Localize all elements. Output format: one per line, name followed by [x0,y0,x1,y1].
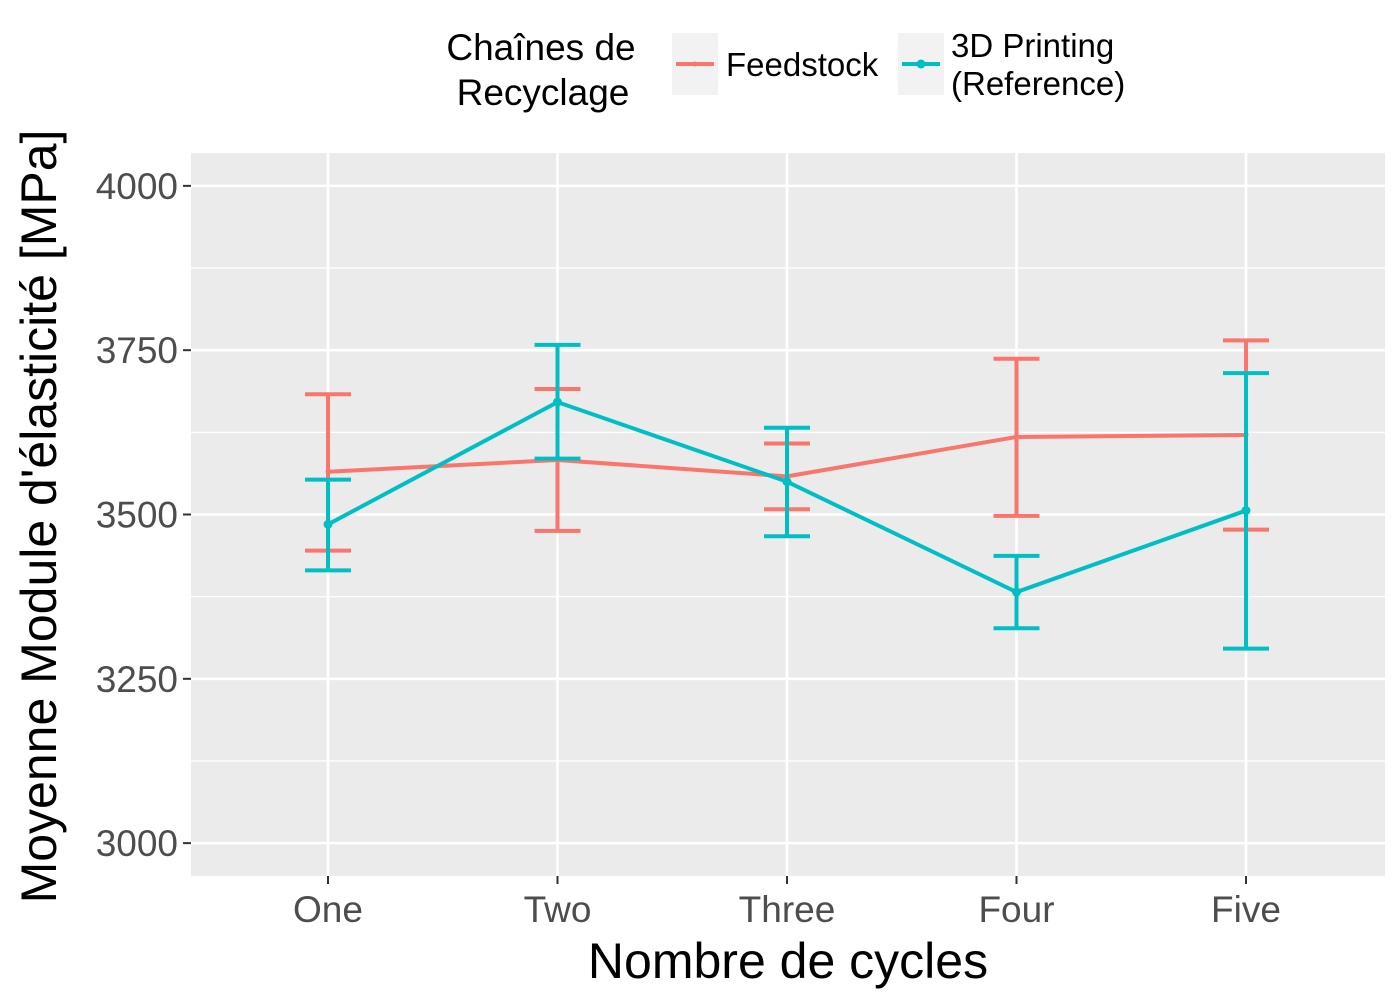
legend-label: 3D Printing [951,27,1114,64]
data-point [553,397,562,407]
legend-label: Feedstock [726,46,879,83]
legend-key-point [916,59,926,69]
y-tick-label: 3500 [96,495,178,536]
data-point [325,469,331,475]
x-tick-label: One [293,889,363,930]
y-tick-label: 3250 [96,659,178,700]
legend-key-point [692,61,698,67]
x-tick-label: Two [524,889,592,930]
legend-title-line: Chaînes de [446,27,635,68]
x-tick-label: Five [1211,889,1281,930]
x-tick-label: Four [978,889,1054,930]
data-point [1014,434,1019,440]
x-axis-title: Nombre de cycles [588,933,988,989]
data-point [782,477,792,487]
y-axis-title: Moyenne Module d'élasticité [MPa] [11,130,67,904]
data-point [1012,587,1021,597]
y-tick-label: 3000 [96,823,178,864]
data-point [1241,506,1251,516]
y-tick-label: 4000 [96,166,178,207]
data-point [323,519,333,529]
axis-layer: 3000 3250 3500 3750 4000 One Two Three Four Five N… [11,130,1281,989]
legend-title-line: Recyclage [457,72,630,113]
legend-label: (Reference) [951,65,1125,102]
series-layer [305,338,1269,651]
y-tick-label: 3750 [96,330,178,371]
x-tick-label: Three [739,889,836,930]
